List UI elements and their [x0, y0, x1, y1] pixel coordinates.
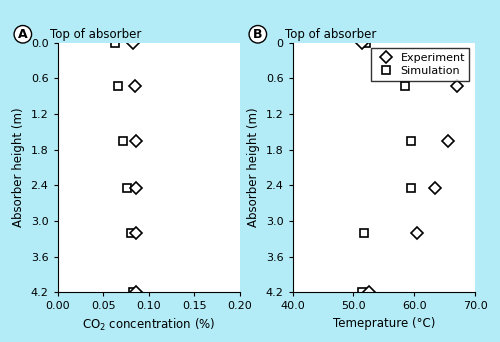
Text: Top of absorber: Top of absorber — [50, 28, 142, 41]
Y-axis label: Absorber height (m): Absorber height (m) — [12, 108, 25, 227]
Text: A: A — [18, 28, 28, 41]
Legend: Experiment, Simulation: Experiment, Simulation — [370, 48, 470, 80]
Text: B: B — [253, 28, 262, 41]
Text: Top of absorber: Top of absorber — [285, 28, 376, 41]
X-axis label: CO$_2$ concentration (%): CO$_2$ concentration (%) — [82, 317, 216, 333]
X-axis label: Temeprature (°C): Temeprature (°C) — [332, 317, 435, 330]
Y-axis label: Absorber height (m): Absorber height (m) — [247, 108, 260, 227]
